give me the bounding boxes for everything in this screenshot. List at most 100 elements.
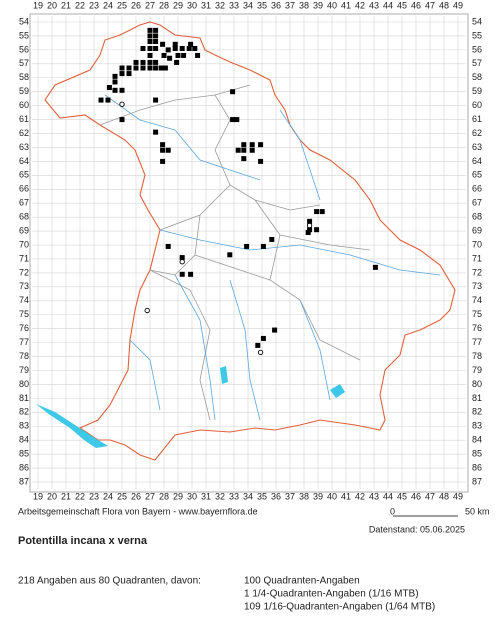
x-label: 40 <box>327 0 337 10</box>
x-label: 33 <box>229 491 239 501</box>
y-label: 65 <box>19 170 29 180</box>
x-label: 29 <box>173 491 183 501</box>
summary-total: 218 Angaben aus 80 Quadranten, davon: <box>18 576 201 587</box>
x-label: 37 <box>285 491 295 501</box>
record-square <box>314 209 320 215</box>
x-label: 39 <box>313 0 323 10</box>
lake-ammersee <box>220 366 228 384</box>
x-label: 22 <box>75 491 85 501</box>
rivers <box>104 94 441 421</box>
record-square <box>255 342 261 348</box>
summary-line: 109 1/16-Quadranten-Angaben (1/64 MTB) <box>244 602 435 613</box>
record-square <box>105 97 111 103</box>
record-square <box>147 59 153 65</box>
x-label: 27 <box>145 0 155 10</box>
x-label: 26 <box>131 491 141 501</box>
x-label: 24 <box>103 0 113 10</box>
x-label: 49 <box>453 491 463 501</box>
record-square <box>188 271 194 277</box>
record-square <box>174 59 180 65</box>
record-square <box>153 45 159 51</box>
record-square <box>133 65 139 71</box>
record-square <box>147 52 153 58</box>
record-square <box>260 243 266 249</box>
y-label: 59 <box>19 86 29 96</box>
title: Potentilla incana x verna <box>18 535 148 547</box>
y-label: 72 <box>19 267 29 277</box>
y-label: 70 <box>472 239 482 249</box>
y-label: 61 <box>472 114 482 124</box>
y-label: 62 <box>19 128 29 138</box>
y-label: 84 <box>472 435 482 445</box>
x-label: 21 <box>61 0 71 10</box>
record-square <box>234 117 240 123</box>
x-label: 36 <box>271 491 281 501</box>
y-label: 69 <box>19 225 29 235</box>
record-square <box>179 45 185 51</box>
record-square <box>126 71 132 77</box>
y-label: 74 <box>472 295 482 305</box>
x-label: 20 <box>47 0 57 10</box>
record-square <box>147 33 153 39</box>
y-label: 58 <box>472 72 482 82</box>
x-label: 30 <box>187 491 197 501</box>
record-square <box>161 52 167 58</box>
x-label: 23 <box>89 491 99 501</box>
x-label: 29 <box>173 0 183 10</box>
summary-line: 100 Quadranten-Angaben <box>244 576 360 587</box>
record-square <box>112 87 118 93</box>
record-square <box>241 142 247 148</box>
record-square <box>314 227 320 233</box>
record-square <box>153 129 159 135</box>
record-square <box>307 227 313 233</box>
record-square <box>175 52 181 58</box>
x-label: 30 <box>187 0 197 10</box>
x-label: 19 <box>33 0 43 10</box>
record-square <box>258 142 264 148</box>
y-label: 60 <box>19 100 29 110</box>
y-label: 85 <box>19 449 29 459</box>
credit: Arbeitsgemeinschaft Flora von Bayern - w… <box>18 506 258 516</box>
record-square <box>153 97 159 103</box>
y-label: 63 <box>19 142 29 152</box>
y-label: 68 <box>19 212 29 222</box>
record-square <box>147 39 153 45</box>
date: Datenstand: 05.06.2025 <box>369 524 465 534</box>
x-label: 45 <box>397 491 407 501</box>
record-square <box>119 71 125 77</box>
record-square <box>172 41 178 47</box>
record-square <box>98 97 104 103</box>
y-label: 75 <box>472 309 482 319</box>
record-square <box>153 27 159 33</box>
x-label: 24 <box>103 491 113 501</box>
x-label: 28 <box>159 0 169 10</box>
record-square <box>235 147 241 153</box>
scale-end: 50 km <box>465 506 490 516</box>
y-label: 79 <box>19 365 29 375</box>
y-label: 60 <box>472 100 482 110</box>
map-frame <box>29 13 469 493</box>
x-label: 38 <box>299 0 309 10</box>
y-label: 71 <box>472 253 482 263</box>
record-square <box>147 45 153 51</box>
record-square <box>153 65 159 71</box>
y-label: 78 <box>19 351 29 361</box>
y-label: 73 <box>472 281 482 291</box>
y-label: 84 <box>19 435 29 445</box>
x-label: 22 <box>75 0 85 10</box>
y-label: 86 <box>19 462 29 472</box>
record-square <box>153 39 159 45</box>
x-label: 35 <box>257 491 267 501</box>
y-label: 83 <box>472 421 482 431</box>
record-square <box>112 73 118 79</box>
y-label: 72 <box>472 267 482 277</box>
y-label: 65 <box>472 170 482 180</box>
x-label: 42 <box>355 491 365 501</box>
record-square <box>160 41 166 47</box>
record-square <box>307 218 313 224</box>
lake-bodensee <box>36 404 108 448</box>
record-circle <box>306 222 313 229</box>
y-label: 54 <box>472 16 482 26</box>
y-label: 70 <box>19 239 29 249</box>
y-label: 58 <box>19 72 29 82</box>
